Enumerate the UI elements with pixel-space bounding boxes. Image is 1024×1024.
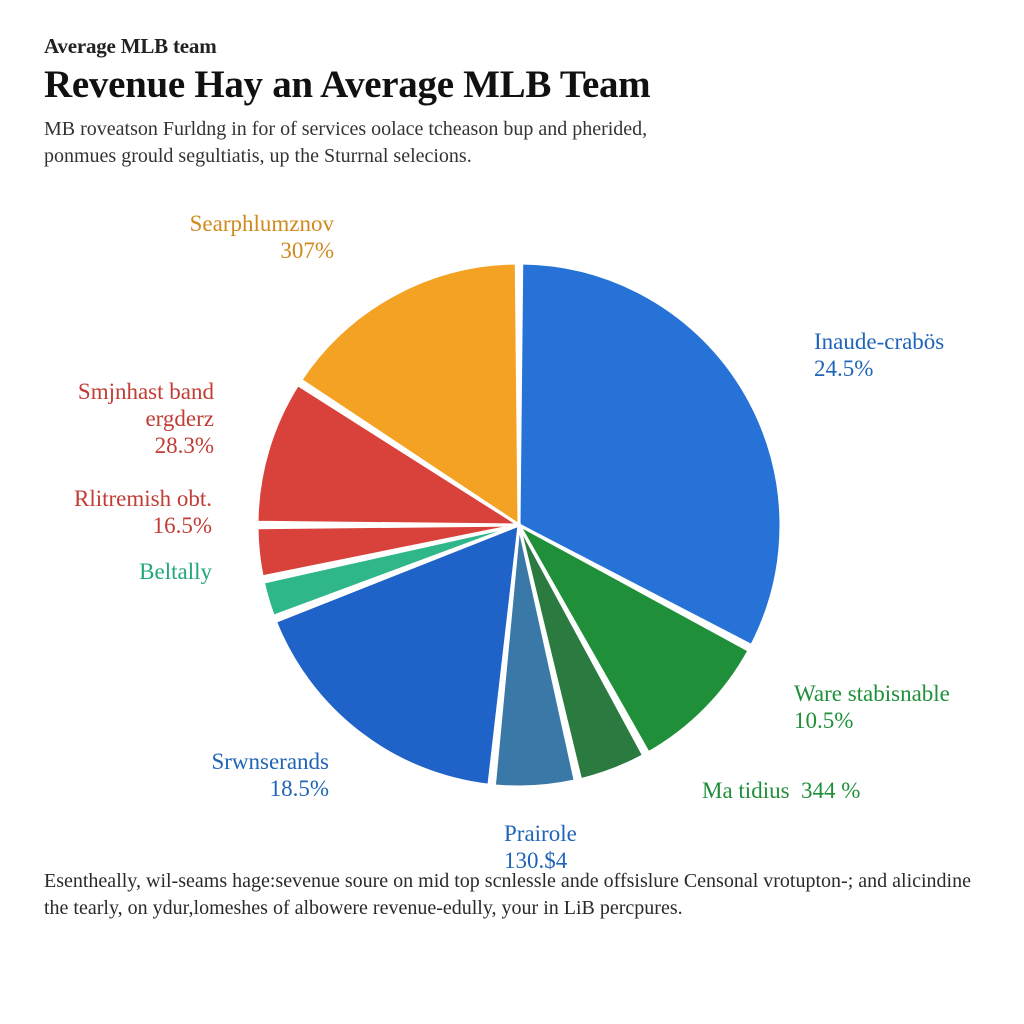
pie-label-inaude: Inaude-crabös24.5%	[814, 328, 944, 382]
pie-label-pct: 307%	[190, 237, 334, 264]
pie-label-name: Prairole	[504, 820, 577, 847]
pie-label-name: Ma tidius 344 %	[702, 777, 860, 804]
pie-label-prairole: Prairole130.$4	[504, 820, 577, 874]
pie-label-pct: 24.5%	[814, 355, 944, 382]
pie-label-rlitremish: Rlitremish obt.16.5%	[74, 485, 212, 539]
footnote: Esentheally, wil-seams hage:sevenue sour…	[44, 868, 980, 922]
pie-label-name: Smjnhast band	[78, 378, 214, 405]
pie-label-pct: 28.3%	[78, 432, 214, 459]
pie-label-name: Inaude-crabös	[814, 328, 944, 355]
subtitle: MB roveatson Furldng in for of services …	[44, 116, 944, 170]
pie-label-name: Ware stabisnable	[794, 680, 950, 707]
pie-label-pct: 130.$4	[504, 847, 577, 874]
page-title: Revenue Hay an Average MLB Team	[44, 65, 980, 106]
pie-label-name: Rlitremish obt.	[74, 485, 212, 512]
pie-label-beltally: Beltally	[139, 558, 212, 585]
pie-label-pct: 18.5%	[211, 775, 329, 802]
pie-chart: Searphlumznov307% Inaude-crabös24.5% Smjnh…	[44, 180, 984, 860]
pie-label-pct: 10.5%	[794, 707, 950, 734]
eyebrow-title: Average MLB team	[44, 34, 980, 59]
pie-label-name: Srwnserands	[211, 748, 329, 775]
pie-label-smjnhast: Smjnhast bandergderz28.3%	[78, 378, 214, 459]
subtitle-line-1: MB roveatson Furldng in for of services …	[44, 118, 647, 140]
pie-label-ware: Ware stabisnable10.5%	[794, 680, 950, 734]
pie-label-srwnserands: Srwnserands18.5%	[211, 748, 329, 802]
pie-label-searphlum: Searphlumznov307%	[190, 210, 334, 264]
subtitle-line-2: ponmues grould segultiatis, up the Sturr…	[44, 145, 472, 167]
pie-label-name: Searphlumznov	[190, 210, 334, 237]
pie-label-name-2: ergderz	[78, 405, 214, 432]
pie-label-name: Beltally	[139, 558, 212, 585]
pie-label-matidius: Ma tidius 344 %	[702, 777, 860, 804]
pie-label-pct: 16.5%	[74, 512, 212, 539]
